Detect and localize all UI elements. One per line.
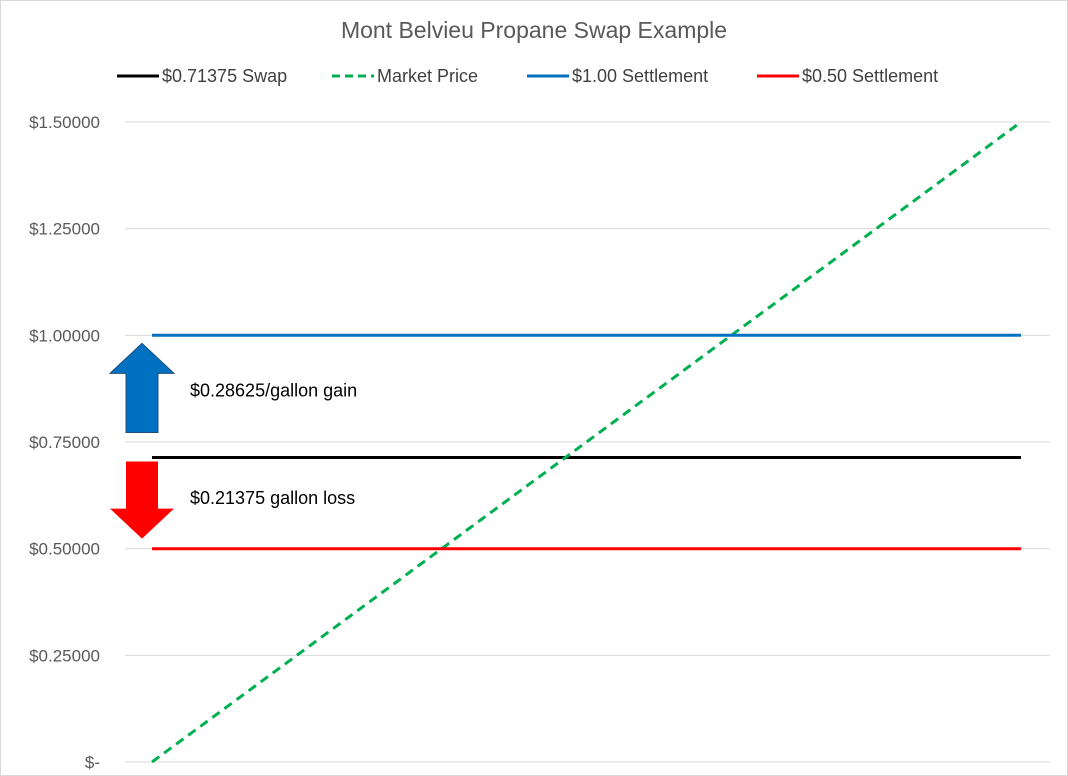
series-lines (151, 120, 1022, 764)
annotations: $0.28625/gallon gain $0.21375 gallon loss (108, 342, 357, 539)
y-tick-label: $1.50000 (29, 113, 100, 132)
annotation-label: $0.21375 gallon loss (190, 488, 355, 508)
annotation-label: $0.28625/gallon gain (190, 380, 357, 400)
legend-label: $0.71375 Swap (162, 66, 287, 86)
y-tick-label: $0.25000 (29, 646, 100, 665)
legend-label: Market Price (377, 66, 478, 86)
y-tick-label: $- (85, 753, 100, 772)
y-tick-label: $0.75000 (29, 433, 100, 452)
y-axis-labels: $- $0.25000 $0.50000 $0.75000 $1.00000 $1.250… (29, 113, 100, 772)
chart-title: Mont Belvieu Propane Swap Example (341, 17, 727, 43)
gain-arrow (108, 342, 176, 433)
y-tick-label: $1.25000 (29, 220, 100, 239)
legend: $0.71375 Swap Market Price $1.00 Settlemen… (117, 66, 938, 86)
y-tick-label: $0.50000 (29, 540, 100, 559)
y-tick-label: $1.00000 (29, 326, 100, 345)
legend-label: $1.00 Settlement (572, 66, 708, 86)
legend-label: $0.50 Settlement (802, 66, 938, 86)
loss-arrow (110, 461, 174, 539)
